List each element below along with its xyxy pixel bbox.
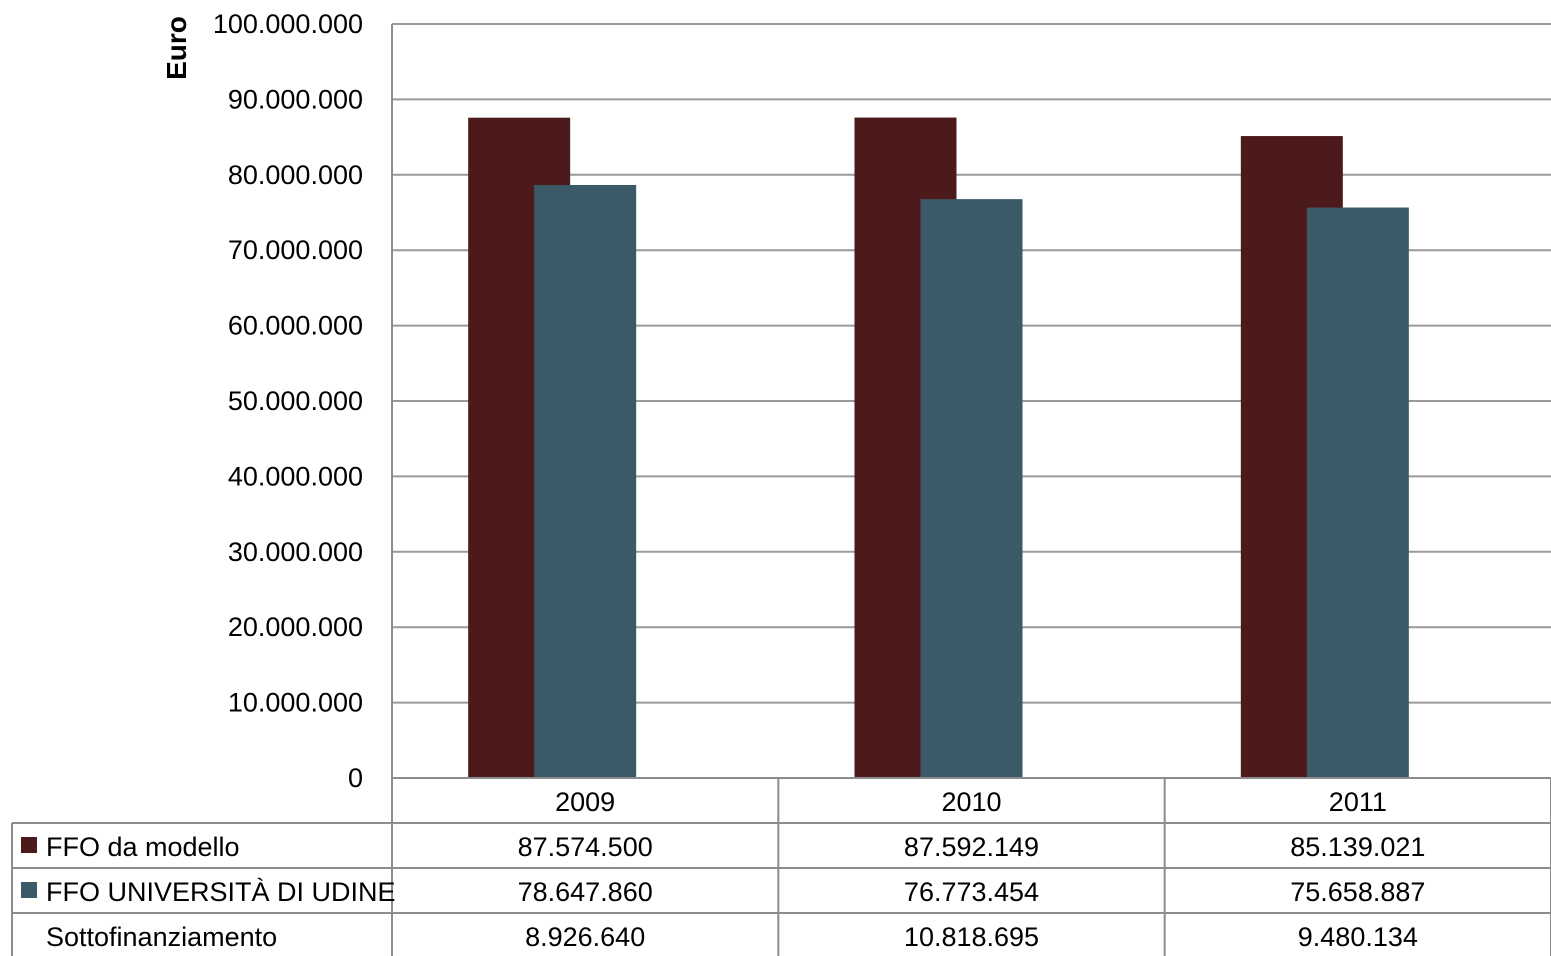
data-label: 87.574.500 — [518, 832, 653, 862]
y-tick-labels: 0 10.000.000 20.000.000 30.000.000 40.000.00… — [213, 9, 363, 793]
bars — [468, 117, 1409, 779]
x-tick-label: 2009 — [555, 787, 615, 817]
data-label: 9.480.134 — [1298, 922, 1418, 952]
bar-ffo-universit-di-udine-2009 — [534, 184, 637, 779]
legend-entry: FFO UNIVERSITÀ DI UDINE — [46, 877, 396, 907]
y-tick-label: 60.000.000 — [228, 311, 363, 341]
y-tick-label: 70.000.000 — [228, 235, 363, 265]
y-tick-label: 80.000.000 — [228, 160, 363, 190]
legend-swatch — [21, 882, 37, 898]
y-axis-label: Euro — [161, 16, 192, 80]
data-table: 2009 2010 2011 FFO da modello 87.574.500 87.5… — [11, 777, 1551, 956]
y-tick-label: 30.000.000 — [228, 537, 363, 567]
y-tick-label: 40.000.000 — [228, 461, 363, 491]
y-tick-label: 10.000.000 — [228, 688, 363, 718]
x-tick-label: 2011 — [1329, 787, 1387, 817]
y-tick-label: 50.000.000 — [228, 386, 363, 416]
bar-ffo-universit-di-udine-2011 — [1306, 207, 1409, 779]
legend-entry: Sottofinanziamento — [46, 922, 277, 952]
data-label: 76.773.454 — [904, 877, 1039, 907]
y-tick-label: 90.000.000 — [228, 84, 363, 114]
data-label: 78.647.860 — [518, 877, 653, 907]
y-tick-label: 100.000.000 — [213, 9, 363, 39]
data-label: 75.658.887 — [1290, 877, 1425, 907]
y-tick-label: 0 — [348, 763, 363, 793]
data-label: 10.818.695 — [904, 922, 1039, 952]
data-label: 85.139.021 — [1290, 832, 1425, 862]
bar-ffo-universit-di-udine-2010 — [920, 199, 1023, 778]
x-tick-label: 2010 — [941, 787, 1001, 817]
legend-entry: FFO da modello — [46, 832, 240, 862]
y-tick-label: 20.000.000 — [228, 612, 363, 642]
data-label: 87.592.149 — [904, 832, 1039, 862]
legend-swatch — [21, 837, 37, 853]
data-label: 8.926.640 — [525, 922, 645, 952]
